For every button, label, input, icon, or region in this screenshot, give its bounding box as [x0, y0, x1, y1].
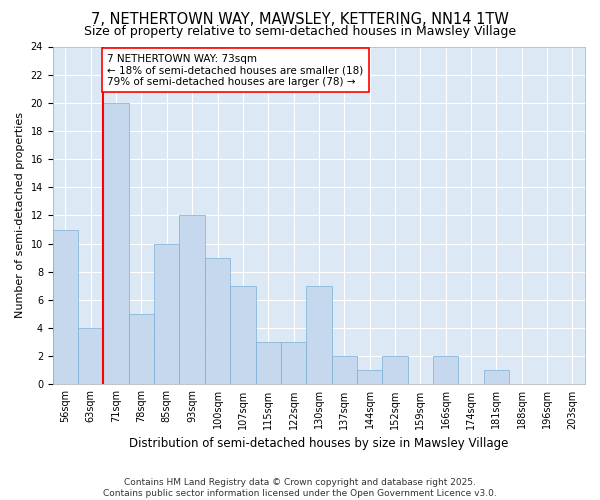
Bar [179, 216, 205, 384]
Text: Size of property relative to semi-detached houses in Mawsley Village: Size of property relative to semi-detach… [84, 25, 516, 38]
Text: 7 NETHERTOWN WAY: 73sqm
← 18% of semi-detached houses are smaller (18)
79% of se: 7 NETHERTOWN WAY: 73sqm ← 18% of semi-de… [107, 54, 364, 86]
Bar [129, 314, 154, 384]
Text: 7, NETHERTOWN WAY, MAWSLEY, KETTERING, NN14 1TW: 7, NETHERTOWN WAY, MAWSLEY, KETTERING, N… [91, 12, 509, 28]
Bar [484, 370, 509, 384]
Bar [306, 286, 332, 384]
Bar [433, 356, 458, 384]
Bar [256, 342, 281, 384]
Bar [205, 258, 230, 384]
Bar [230, 286, 256, 384]
Y-axis label: Number of semi-detached properties: Number of semi-detached properties [15, 112, 25, 318]
Bar [357, 370, 382, 384]
Bar [103, 103, 129, 384]
Bar [154, 244, 179, 384]
Bar [53, 230, 78, 384]
Bar [332, 356, 357, 384]
Bar [382, 356, 407, 384]
Text: Contains HM Land Registry data © Crown copyright and database right 2025.
Contai: Contains HM Land Registry data © Crown c… [103, 478, 497, 498]
Bar [78, 328, 103, 384]
Bar [281, 342, 306, 384]
X-axis label: Distribution of semi-detached houses by size in Mawsley Village: Distribution of semi-detached houses by … [129, 437, 509, 450]
